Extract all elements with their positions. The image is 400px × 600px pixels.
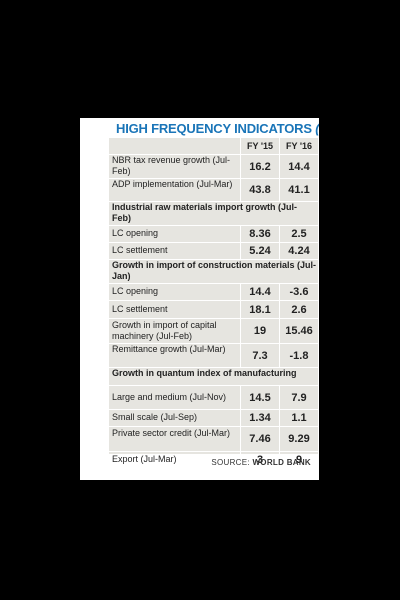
- source-name: WORLD BANK: [252, 458, 311, 467]
- section-label: Growth in import of construction materia…: [112, 260, 317, 281]
- value-fy15: 3: [240, 452, 279, 468]
- table-row: Small scale (Jul-Sep) 1.34 1.1: [109, 410, 318, 427]
- table-row: Large and medium (Jul-Nov) 14.5 7.9: [109, 386, 318, 410]
- row-label: LC settlement: [112, 245, 168, 255]
- table-row: LC opening 8.36 2.5: [109, 226, 318, 243]
- table-row: Private sector credit (Jul-Mar) 7.46 9.29: [109, 427, 318, 452]
- value-fy15: 7.3: [240, 344, 279, 367]
- table-section-row: Industrial raw materials import growth (…: [109, 202, 318, 226]
- chart-title: HIGH FREQUENCY INDICATORS (%): [113, 120, 319, 138]
- section-label: Industrial raw materials import growth (…: [112, 202, 298, 223]
- value-fy15: 14.5: [240, 386, 279, 409]
- row-label: LC opening: [112, 228, 159, 238]
- table-row: Remittance growth (Jul-Mar) 7.3 -1.8: [109, 344, 318, 368]
- table-row: Export (Jul-Mar) 3 9: [109, 452, 318, 469]
- indicators-card: HIGH FREQUENCY INDICATORS (%) FY '15 FY …: [80, 118, 319, 480]
- row-label: Large and medium (Jul-Nov): [112, 391, 227, 402]
- value-fy15: 19: [240, 319, 279, 343]
- row-label: ADP implementation (Jul-Mar): [112, 179, 233, 189]
- table-section-row: Growth in import of construction materia…: [109, 260, 318, 284]
- value-fy16: -1.8: [279, 344, 318, 367]
- table-row: NBR tax revenue growth (Jul-Feb) 16.2 14.4: [109, 155, 318, 179]
- value-fy16: 9: [279, 452, 318, 468]
- value-fy15: 14.4: [240, 284, 279, 300]
- value-fy16: 14.4: [279, 155, 318, 178]
- column-header-fy15: FY '15: [240, 138, 279, 154]
- value-fy15: 43.8: [240, 179, 279, 201]
- value-fy15: 18.1: [240, 301, 279, 318]
- row-label: LC settlement: [112, 303, 168, 314]
- row-label: Private sector credit (Jul-Mar): [112, 427, 231, 438]
- source-prefix: SOURCE:: [211, 458, 250, 467]
- row-label: LC opening: [112, 286, 159, 296]
- row-label: NBR tax revenue growth (Jul-Feb): [112, 155, 231, 176]
- title-unit: (%): [315, 121, 319, 136]
- value-fy15: 5.24: [240, 243, 279, 259]
- value-fy16: 15.46: [279, 319, 318, 343]
- table-header-row: FY '15 FY '16: [109, 138, 318, 155]
- value-fy15: 7.46: [240, 427, 279, 451]
- value-fy15: 8.36: [240, 226, 279, 242]
- row-label: Remittance growth (Jul-Mar): [112, 344, 226, 354]
- table-row: ADP implementation (Jul-Mar) 43.8 41.1: [109, 179, 318, 202]
- value-fy16: 1.1: [279, 410, 318, 426]
- table-row: LC settlement 5.24 4.24: [109, 243, 318, 260]
- value-fy16: 9.29: [279, 427, 318, 451]
- title-main: HIGH FREQUENCY INDICATORS: [116, 121, 312, 136]
- source-note: SOURCE: WORLD BANK: [211, 458, 311, 467]
- table-row: Growth in import of capital machinery (J…: [109, 319, 318, 344]
- value-fy16: 7.9: [279, 386, 318, 409]
- row-label: Growth in import of capital machinery (J…: [112, 319, 217, 341]
- value-fy15: 1.34: [240, 410, 279, 426]
- value-fy15: 16.2: [240, 155, 279, 178]
- value-fy16: 2.6: [279, 301, 318, 318]
- table-section-row: Growth in quantum index of manufacturing: [109, 368, 318, 386]
- row-label: Export (Jul-Mar): [112, 454, 177, 464]
- section-label: Growth in quantum index of manufacturing: [112, 368, 297, 378]
- value-fy16: 41.1: [279, 179, 318, 201]
- table-row: LC settlement 18.1 2.6: [109, 301, 318, 319]
- value-fy16: -3.6: [279, 284, 318, 300]
- table-row: LC opening 14.4 -3.6: [109, 284, 318, 301]
- row-label: Small scale (Jul-Sep): [112, 412, 198, 422]
- column-header-fy16: FY '16: [279, 138, 318, 154]
- indicators-table: FY '15 FY '16 NBR tax revenue growth (Ju…: [109, 138, 318, 469]
- value-fy16: 2.5: [279, 226, 318, 242]
- value-fy16: 4.24: [279, 243, 318, 259]
